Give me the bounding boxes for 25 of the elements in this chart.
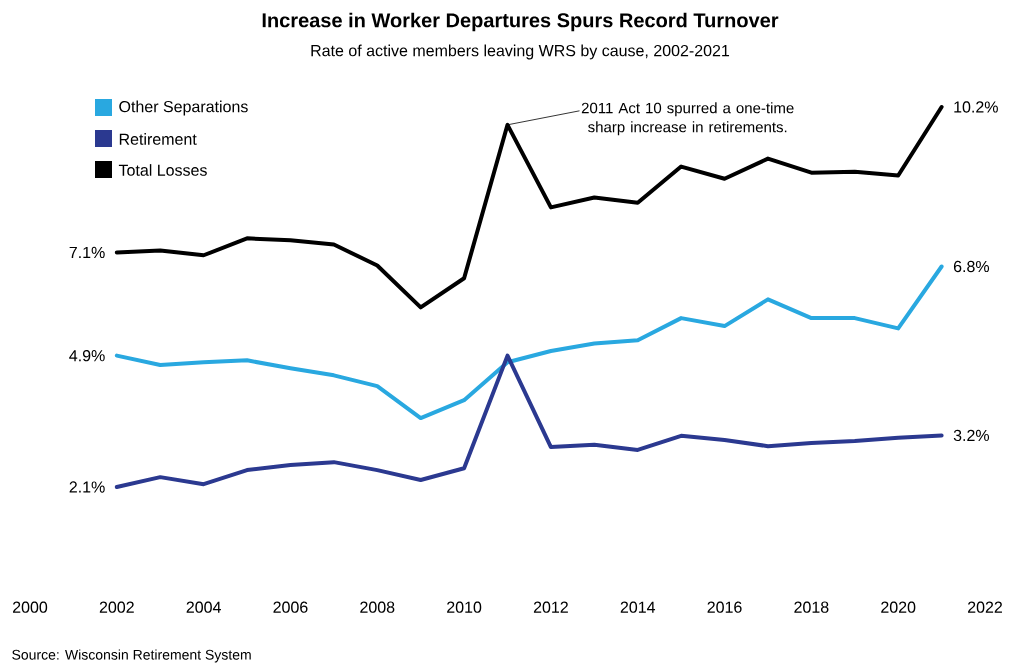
x-tick-label: 2022 (968, 601, 1002, 613)
data-label: 3.2% (953, 429, 990, 442)
x-tick-label: 2012 (533, 601, 568, 613)
x-tick-label: 2002 (99, 601, 134, 613)
legend-label: Total Losses (118, 164, 207, 176)
x-tick-label: 2014 (620, 601, 656, 613)
chart-title: Increase in Worker Departures Spurs Record Turnover (262, 12, 779, 32)
x-tick-label: 2000 (13, 601, 48, 613)
data-label: 6.8% (953, 260, 990, 273)
x-tick-label: 2008 (360, 601, 395, 613)
data-label: 7.1% (69, 246, 105, 259)
x-tick-label: 2018 (794, 601, 829, 613)
chart-subtitle: Rate of active members leaving WRS by cause, 2002-2021 (311, 44, 730, 60)
x-tick-label: 2016 (707, 601, 742, 613)
x-tick-label: 2020 (881, 601, 916, 613)
x-tick-label: 2010 (447, 601, 482, 613)
x-tick-label: 2004 (186, 601, 221, 613)
data-label: 2.1% (69, 481, 105, 493)
x-tick-label: 2006 (273, 601, 308, 613)
data-label: 10.2% (954, 101, 998, 113)
legend-label: Retirement (119, 133, 197, 145)
source-note: Source: Wisconsin Retirement System (12, 649, 251, 663)
data-label: 4.9% (69, 349, 105, 362)
legend-label: Other Separations (119, 100, 248, 116)
annotation: 2011 Act 10 spurred a one-time sharp increase in retirements. (581, 102, 794, 136)
